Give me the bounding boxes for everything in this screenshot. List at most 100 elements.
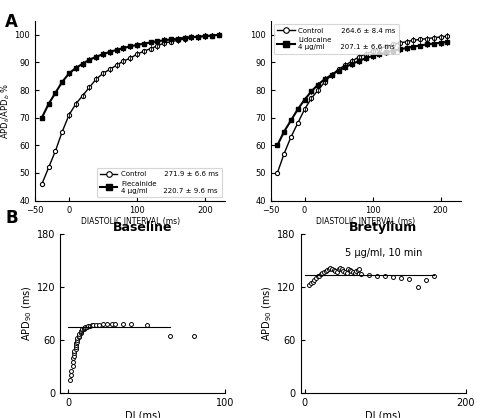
Point xyxy=(66,376,74,383)
Point xyxy=(80,324,88,331)
Text: A: A xyxy=(5,13,18,31)
Point xyxy=(108,321,116,327)
Point xyxy=(72,339,80,346)
X-axis label: DIASTOLIC INTERVAL (ms): DIASTOLIC INTERVAL (ms) xyxy=(316,217,415,226)
Point xyxy=(111,321,119,327)
Point xyxy=(322,268,330,275)
Point xyxy=(331,268,339,275)
Point xyxy=(70,350,78,357)
Point xyxy=(405,276,413,283)
Point xyxy=(347,268,355,275)
Point xyxy=(75,331,83,337)
Point xyxy=(327,265,335,272)
Point xyxy=(166,332,174,339)
Point xyxy=(357,270,365,277)
Point xyxy=(96,321,104,328)
Point xyxy=(349,269,357,275)
Point xyxy=(333,269,341,275)
Point xyxy=(335,266,343,273)
Text: 5 μg/ml, 10 min: 5 μg/ml, 10 min xyxy=(345,248,422,258)
Point xyxy=(356,266,364,273)
Point xyxy=(336,265,344,272)
Point xyxy=(88,321,96,328)
Point xyxy=(77,329,85,336)
Point xyxy=(354,267,362,274)
Point xyxy=(72,344,80,350)
Point xyxy=(309,278,317,285)
X-axis label: DIASTOLIC INTERVAL (ms): DIASTOLIC INTERVAL (ms) xyxy=(81,217,180,226)
Point xyxy=(365,271,373,278)
Point xyxy=(373,272,381,279)
Point xyxy=(381,273,389,280)
Point xyxy=(317,270,325,277)
Point xyxy=(389,274,397,280)
Point xyxy=(77,328,85,334)
Point xyxy=(85,323,93,329)
Point xyxy=(307,280,315,287)
Point xyxy=(92,321,100,328)
Y-axis label: APD$_{90}$ (ms): APD$_{90}$ (ms) xyxy=(261,286,275,341)
Legend: Control        271.9 ± 6.6 ms, Flecainide
4 μg/ml       220.7 ± 9.6 ms: Control 271.9 ± 6.6 ms, Flecainide 4 μg/… xyxy=(97,168,222,197)
Title: Baseline: Baseline xyxy=(113,221,172,234)
Point xyxy=(69,363,77,370)
X-axis label: DI (ms): DI (ms) xyxy=(365,410,401,418)
Point xyxy=(318,270,326,276)
Point xyxy=(75,332,83,339)
Point xyxy=(103,321,111,327)
X-axis label: DI (ms): DI (ms) xyxy=(125,410,161,418)
Point xyxy=(310,277,318,283)
Point xyxy=(70,352,78,359)
Point xyxy=(305,282,313,288)
Point xyxy=(119,321,127,327)
Point xyxy=(81,324,89,330)
Point xyxy=(67,372,75,379)
Point xyxy=(320,269,328,275)
Point xyxy=(74,336,82,343)
Point xyxy=(330,267,338,274)
Point xyxy=(72,342,80,349)
Point xyxy=(315,272,323,279)
Point xyxy=(89,321,97,328)
Text: B: B xyxy=(5,209,18,227)
Point xyxy=(86,323,94,329)
Point xyxy=(351,270,359,276)
Point xyxy=(422,277,430,283)
Point xyxy=(78,327,86,334)
Point xyxy=(74,335,82,342)
Point xyxy=(352,268,360,275)
Title: Bretylium: Bretylium xyxy=(349,221,417,234)
Point xyxy=(341,269,349,275)
Point xyxy=(344,266,352,273)
Point xyxy=(190,332,198,339)
Point xyxy=(78,326,86,333)
Legend: Control        264.6 ± 8.4 ms, Lidocaine
4 μg/ml       207.1 ± 6.6 ms: Control 264.6 ± 8.4 ms, Lidocaine 4 μg/m… xyxy=(274,24,399,54)
Y-axis label: APD$_t$/APD$_b$ %: APD$_t$/APD$_b$ % xyxy=(0,83,12,139)
Point xyxy=(72,345,80,352)
Point xyxy=(323,267,331,274)
Point xyxy=(70,347,78,354)
Point xyxy=(430,273,438,280)
Point xyxy=(67,367,75,374)
Point xyxy=(99,321,107,327)
Point xyxy=(397,275,405,282)
Point xyxy=(312,275,320,282)
Point xyxy=(77,329,85,335)
Point xyxy=(83,324,91,330)
Point xyxy=(343,270,351,276)
Point xyxy=(74,339,82,345)
Point xyxy=(325,266,333,273)
Point xyxy=(339,268,347,275)
Point xyxy=(143,321,151,328)
Point xyxy=(69,354,77,361)
Point xyxy=(81,324,89,331)
Y-axis label: APD$_{90}$ (ms): APD$_{90}$ (ms) xyxy=(21,286,34,341)
Point xyxy=(314,273,322,280)
Point xyxy=(346,267,354,274)
Point xyxy=(80,325,88,332)
Point xyxy=(413,284,421,291)
Point xyxy=(69,359,77,365)
Point xyxy=(338,266,346,273)
Point xyxy=(328,266,336,273)
Point xyxy=(75,334,83,341)
Point xyxy=(127,321,135,327)
